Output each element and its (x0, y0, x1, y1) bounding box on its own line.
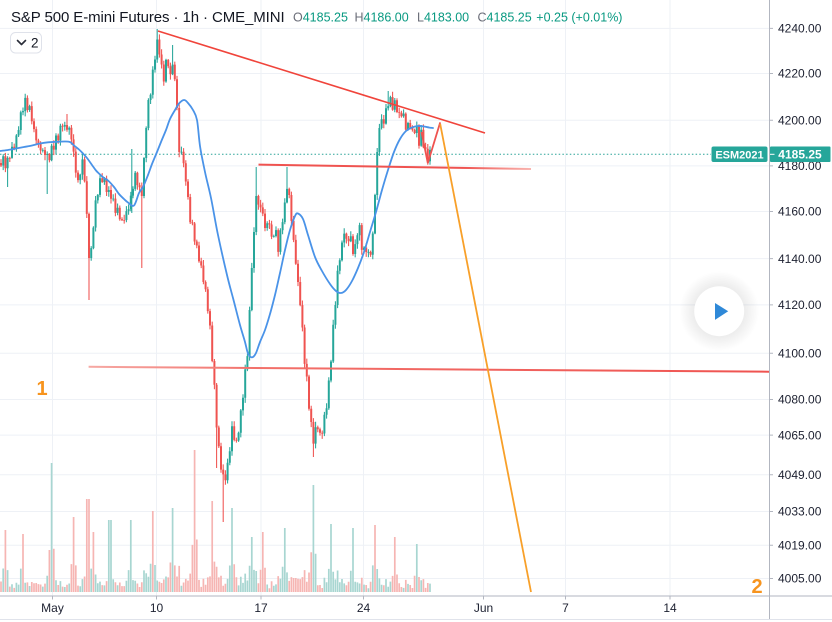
svg-text:4185.25: 4185.25 (778, 148, 822, 162)
svg-text:Jun: Jun (474, 601, 493, 615)
svg-text:10: 10 (150, 601, 164, 615)
svg-text:2: 2 (31, 36, 39, 51)
svg-text:S&P 500 E-mini Futures · 1h ·: S&P 500 E-mini Futures · 1h · CME_MINI (11, 9, 285, 26)
svg-text:4065.00: 4065.00 (778, 428, 822, 442)
svg-text:17: 17 (254, 601, 268, 615)
svg-text:2: 2 (751, 576, 762, 598)
svg-text:O4185.25: O4185.25 (293, 11, 348, 25)
svg-text:4180.00: 4180.00 (778, 159, 822, 173)
svg-text:C4185.25: C4185.25 (478, 11, 532, 25)
svg-text:4140.00: 4140.00 (778, 252, 822, 266)
svg-text:May: May (41, 601, 64, 615)
svg-text:+0.25 (+0.01%): +0.25 (+0.01%) (536, 11, 622, 25)
svg-text:L4183.00: L4183.00 (417, 11, 469, 25)
svg-text:4220.00: 4220.00 (778, 67, 822, 81)
svg-text:14: 14 (663, 601, 677, 615)
svg-text:4160.00: 4160.00 (778, 205, 822, 219)
svg-text:4240.00: 4240.00 (778, 22, 822, 36)
svg-text:4033.00: 4033.00 (778, 505, 822, 519)
svg-text:1: 1 (36, 378, 47, 400)
svg-text:7: 7 (562, 601, 569, 615)
svg-text:H4186.00: H4186.00 (355, 11, 409, 25)
svg-text:4100.00: 4100.00 (778, 346, 822, 360)
svg-text:ESM2021: ESM2021 (715, 149, 763, 161)
svg-text:4049.00: 4049.00 (778, 468, 822, 482)
svg-text:4120.00: 4120.00 (778, 298, 822, 312)
svg-text:4080.00: 4080.00 (778, 393, 822, 407)
svg-text:24: 24 (357, 601, 371, 615)
svg-text:4019.00: 4019.00 (778, 538, 822, 552)
svg-text:4200.00: 4200.00 (778, 114, 822, 128)
svg-text:4005.00: 4005.00 (778, 572, 822, 586)
